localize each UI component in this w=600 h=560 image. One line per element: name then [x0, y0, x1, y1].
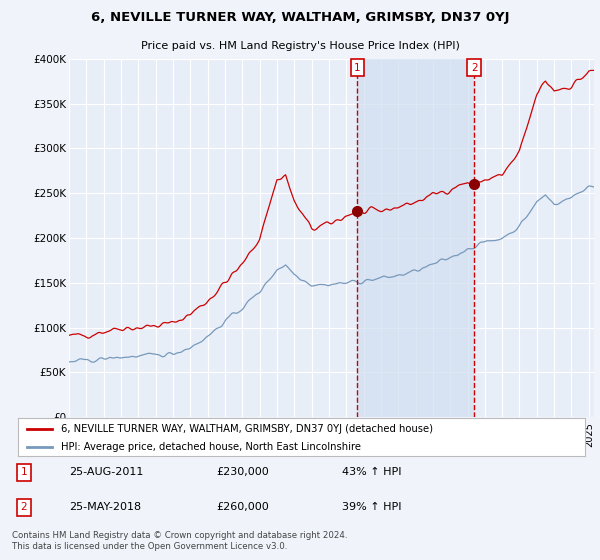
Text: 2: 2 — [20, 502, 28, 512]
Text: 1: 1 — [354, 63, 361, 73]
Text: 6, NEVILLE TURNER WAY, WALTHAM, GRIMSBY, DN37 0YJ: 6, NEVILLE TURNER WAY, WALTHAM, GRIMSBY,… — [91, 11, 509, 24]
Text: 1: 1 — [20, 468, 28, 478]
Text: £260,000: £260,000 — [216, 502, 269, 512]
Text: 2: 2 — [471, 63, 478, 73]
Text: Price paid vs. HM Land Registry's House Price Index (HPI): Price paid vs. HM Land Registry's House … — [140, 41, 460, 51]
Text: Contains HM Land Registry data © Crown copyright and database right 2024.
This d: Contains HM Land Registry data © Crown c… — [12, 531, 347, 551]
Text: 43% ↑ HPI: 43% ↑ HPI — [342, 468, 401, 478]
Text: 25-MAY-2018: 25-MAY-2018 — [69, 502, 141, 512]
Text: 6, NEVILLE TURNER WAY, WALTHAM, GRIMSBY, DN37 0YJ (detached house): 6, NEVILLE TURNER WAY, WALTHAM, GRIMSBY,… — [61, 423, 433, 433]
Text: 39% ↑ HPI: 39% ↑ HPI — [342, 502, 401, 512]
Bar — [358, 59, 475, 417]
Text: 25-AUG-2011: 25-AUG-2011 — [69, 468, 143, 478]
Text: £230,000: £230,000 — [216, 468, 269, 478]
Text: HPI: Average price, detached house, North East Lincolnshire: HPI: Average price, detached house, Nort… — [61, 442, 361, 452]
